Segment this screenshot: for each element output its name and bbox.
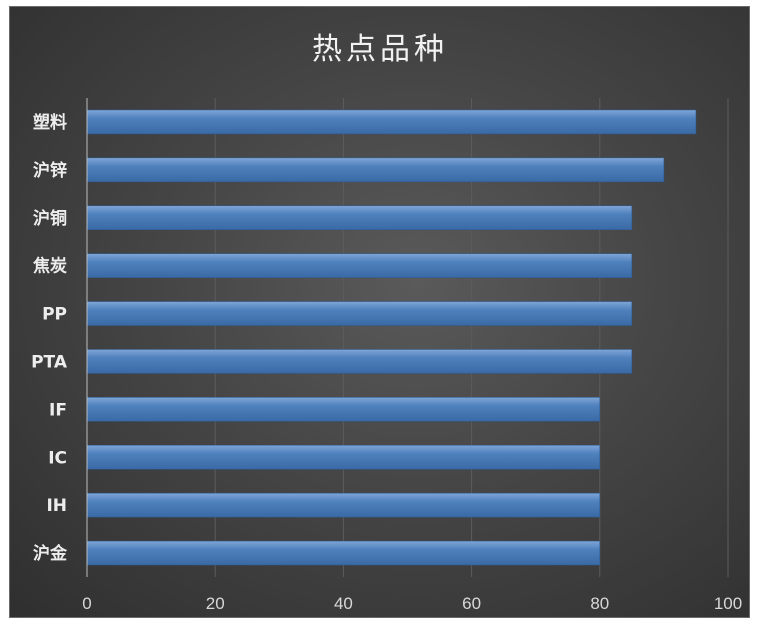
bar-4 (86, 301, 633, 326)
x-tick-label-0: 0 (82, 594, 91, 613)
category-label-6: IF (49, 400, 67, 420)
x-tick-label-20: 20 (206, 594, 225, 613)
bar-1 (86, 157, 665, 183)
x-tick-label-40: 40 (334, 594, 353, 613)
category-label-5: PTA (31, 352, 68, 372)
x-tick-label-100: 100 (714, 594, 742, 613)
x-tick-label-80: 80 (590, 594, 609, 613)
category-label-8: IH (46, 496, 67, 516)
chart-frame: 热点品种 塑料沪锌沪铜焦炭 PP PTA IF IC IH 沪金 0 20 40 60 80 100 (9, 6, 750, 618)
category-label-7: IC (48, 448, 67, 468)
bar-5 (86, 349, 633, 374)
category-label-1: 沪锌 (33, 160, 67, 181)
bar-8 (86, 492, 601, 518)
category-label-4: PP (42, 305, 67, 325)
category-label-0: 塑料 (33, 112, 67, 133)
bar-6 (86, 397, 601, 422)
bar-0 (86, 109, 697, 135)
bar-3 (86, 253, 633, 278)
category-label-9: 沪金 (33, 543, 68, 564)
bar-2 (86, 205, 633, 230)
bar-7 (86, 445, 601, 470)
category-label-3: 焦炭 (32, 256, 67, 277)
category-label-2: 沪铜 (33, 208, 67, 229)
bar-layer (86, 109, 697, 566)
chart-title: 热点品种 (312, 32, 448, 67)
x-tick-label-60: 60 (462, 594, 481, 613)
bar-9 (86, 540, 601, 566)
